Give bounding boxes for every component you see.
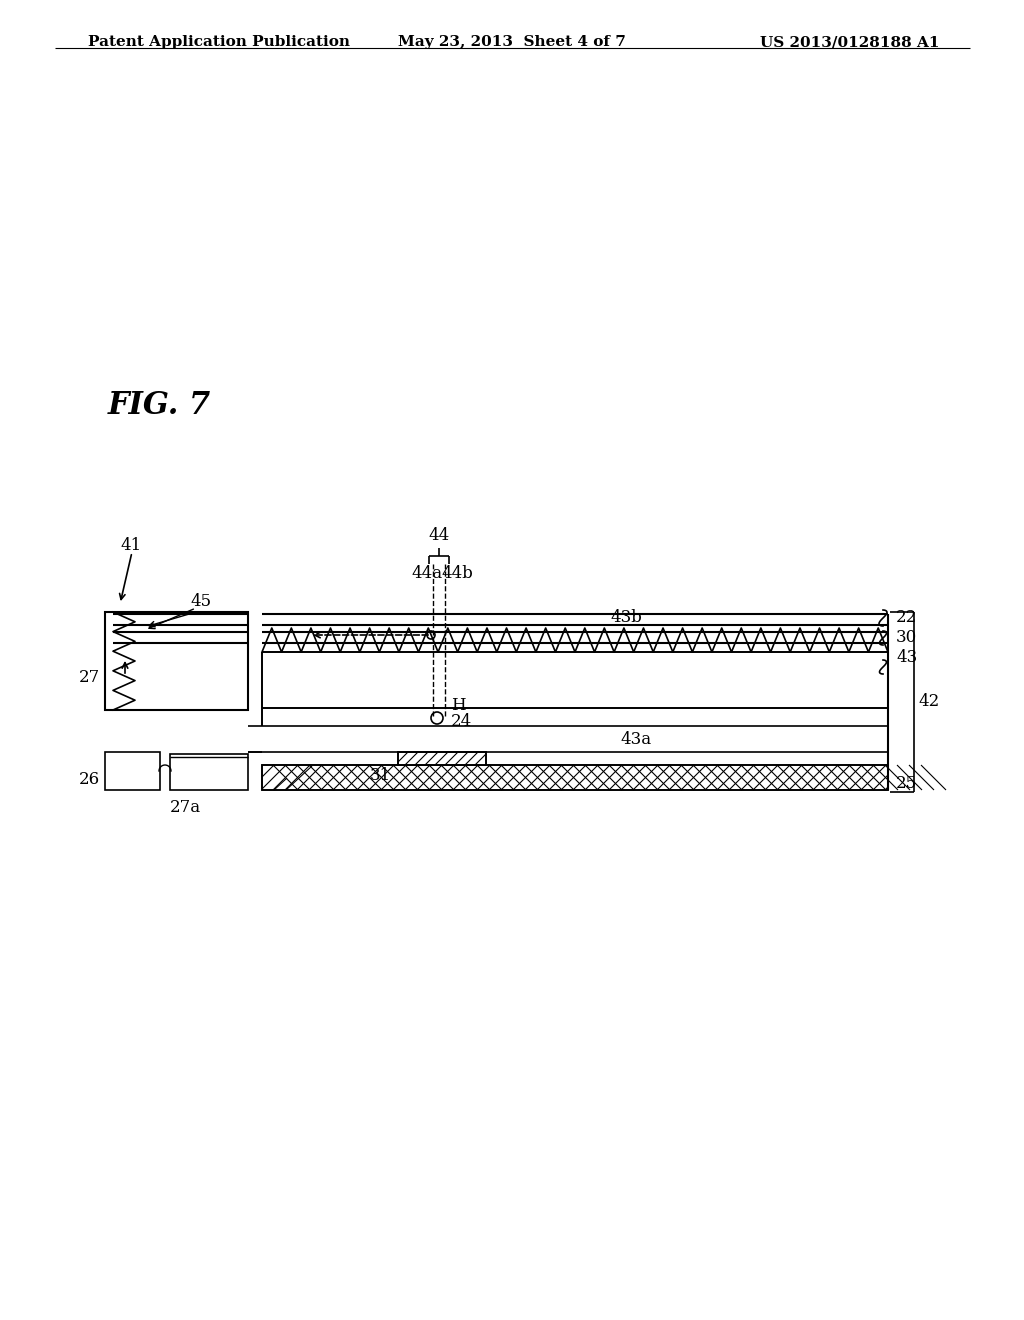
Text: 43: 43 <box>896 648 918 665</box>
Text: 27: 27 <box>79 669 100 686</box>
Text: 44: 44 <box>428 528 450 544</box>
Text: 44a: 44a <box>412 565 442 582</box>
Bar <box>398 752 486 766</box>
Bar <box>262 766 888 789</box>
Text: H: H <box>451 697 466 714</box>
Text: 25: 25 <box>896 776 918 792</box>
Text: May 23, 2013  Sheet 4 of 7: May 23, 2013 Sheet 4 of 7 <box>398 36 626 49</box>
Text: 24: 24 <box>451 714 472 730</box>
Text: 26: 26 <box>79 771 100 788</box>
Text: 43b: 43b <box>610 609 642 626</box>
Bar <box>105 612 248 710</box>
Text: 27a: 27a <box>169 800 201 817</box>
Text: 31: 31 <box>370 767 391 784</box>
Text: 45: 45 <box>190 594 211 610</box>
Bar <box>170 754 248 789</box>
Text: 43a: 43a <box>620 730 651 747</box>
Text: 22: 22 <box>896 609 918 626</box>
Text: 30: 30 <box>896 630 918 645</box>
Text: US 2013/0128188 A1: US 2013/0128188 A1 <box>761 36 940 49</box>
Bar <box>398 752 486 766</box>
Text: 42: 42 <box>918 693 939 710</box>
Text: FIG. 7: FIG. 7 <box>108 389 211 421</box>
Text: 41: 41 <box>120 537 141 554</box>
Text: Patent Application Publication: Patent Application Publication <box>88 36 350 49</box>
Text: 44b: 44b <box>441 565 473 582</box>
Bar <box>262 766 888 789</box>
Bar <box>105 752 160 789</box>
